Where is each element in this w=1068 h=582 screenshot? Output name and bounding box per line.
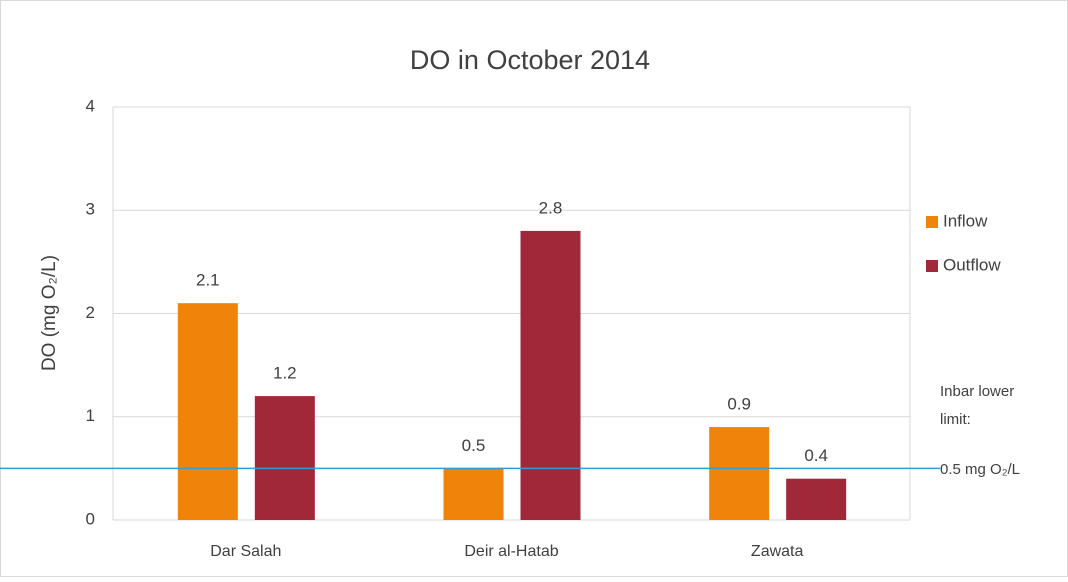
annotation: limit:	[940, 411, 971, 428]
y-tick-label: 3	[86, 200, 95, 219]
bar	[520, 230, 581, 520]
legend-label: Inflow	[943, 211, 988, 230]
chart-title: DO in October 2014	[410, 45, 650, 75]
value-label: 0.5	[462, 436, 486, 455]
value-label: 0.4	[804, 446, 828, 465]
bar	[443, 468, 504, 520]
legend-swatch	[926, 260, 938, 272]
value-label: 2.8	[539, 198, 563, 217]
x-tick-label: Zawata	[751, 543, 804, 560]
x-tick-label: Deir al-Hatab	[464, 543, 558, 560]
y-tick-label: 0	[86, 509, 95, 528]
value-label: 1.2	[273, 364, 297, 383]
value-label: 0.9	[727, 395, 751, 414]
annotation: 0.5 mg O₂/L	[940, 461, 1020, 478]
y-tick-label: 4	[86, 96, 95, 115]
bar	[254, 396, 315, 520]
y-tick-label: 1	[86, 406, 95, 425]
legend-swatch	[926, 216, 938, 228]
annotation: Inbar lower	[940, 383, 1014, 400]
value-label: 2.1	[196, 271, 220, 290]
y-tick-label: 2	[86, 303, 95, 322]
y-axis-label: DO (mg O₂/L)	[39, 255, 60, 371]
bar	[709, 427, 770, 520]
legend-label: Outflow	[943, 255, 1001, 274]
x-tick-label: Dar Salah	[210, 543, 281, 560]
bar	[786, 478, 847, 520]
bar	[177, 303, 238, 520]
